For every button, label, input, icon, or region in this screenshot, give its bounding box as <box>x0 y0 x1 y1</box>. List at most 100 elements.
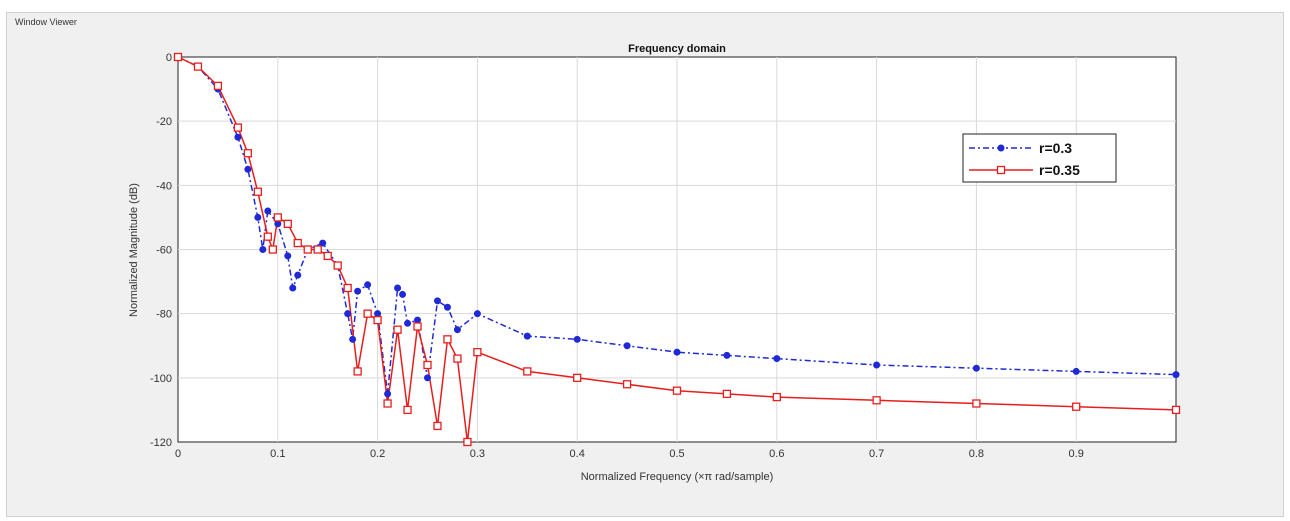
y-tick-label: -100 <box>150 373 172 385</box>
series-markers <box>173 52 1181 447</box>
series-2-point <box>173 52 183 62</box>
series-1-point <box>349 335 357 343</box>
y-tick-label: -20 <box>156 116 172 128</box>
series-2-point <box>433 421 442 431</box>
grid-lines <box>178 57 1176 442</box>
series-2-point <box>403 405 412 415</box>
series-2-point <box>423 360 432 370</box>
series-1-point <box>284 252 292 260</box>
series-1-point <box>873 361 881 369</box>
legend: r=0.3 r=0.35 <box>962 133 1117 183</box>
x-axis-label: Normalized Frequency (×π rad/sample) <box>581 471 774 483</box>
series-1-point <box>1172 371 1180 379</box>
series-2-point <box>413 322 422 331</box>
series-2-point <box>243 149 253 158</box>
series-1-point <box>274 220 282 228</box>
series-1-point <box>424 374 431 382</box>
series-2-point <box>1072 402 1081 411</box>
series-2-point <box>313 245 322 254</box>
x-tick-label: 0.9 <box>1069 448 1084 460</box>
series-2-point <box>373 315 382 325</box>
tick-labels: 0 0.1 0.2 0.3 0.4 0.5 0.6 0.7 0.8 0.9 0 -20 -40 -60 -8… <box>150 52 1084 460</box>
series-1-point <box>244 165 252 173</box>
series-2-point <box>622 380 632 389</box>
series-2-point <box>263 232 272 241</box>
series-2-point <box>473 348 482 357</box>
series-2-point <box>353 367 362 376</box>
series-2-point <box>233 123 243 132</box>
y-tick-label: 0 <box>166 52 172 64</box>
series-2-point <box>443 335 452 344</box>
series-2-point <box>722 389 732 399</box>
legend-box <box>962 133 1117 183</box>
series-2-point <box>303 245 312 254</box>
series-2-point <box>383 399 392 408</box>
series-2-point <box>972 399 981 408</box>
series-1-point <box>623 342 631 350</box>
series-2-point <box>1171 405 1181 415</box>
legend-label-series-2: r=0.35 <box>1039 162 1080 178</box>
x-tick-label: 0.6 <box>769 448 784 460</box>
series-1-point <box>573 335 581 343</box>
series-line-1 <box>177 56 1177 394</box>
x-tick-label: 0 <box>175 448 181 460</box>
series-2-point <box>343 283 352 293</box>
series-1-point <box>289 284 297 292</box>
y-tick-label: -80 <box>156 309 172 321</box>
x-tick-label: 0.5 <box>669 448 684 460</box>
series-1-point <box>414 316 422 324</box>
series-1-point <box>523 332 531 340</box>
series-2-point <box>293 238 302 248</box>
y-axis-label: Normalized Magnitude (dB) <box>128 183 140 317</box>
series-1-point <box>394 284 402 292</box>
series-2-point <box>363 309 372 318</box>
series-2-point <box>463 437 472 447</box>
series-2-point <box>283 219 292 228</box>
series-1-point <box>673 348 681 356</box>
series-1-point <box>473 310 481 318</box>
series-2-point <box>772 392 781 402</box>
legend-marker-series-1 <box>997 144 1005 152</box>
x-tick-label: 0.3 <box>470 448 485 460</box>
series-1-point <box>433 297 441 305</box>
x-tick-label: 0.4 <box>570 448 585 460</box>
legend-marker-series-2 <box>996 165 1006 175</box>
y-tick-label: -60 <box>156 245 172 257</box>
series-1-point <box>399 290 407 298</box>
series-1-point <box>259 246 267 253</box>
series-1-point <box>234 133 242 141</box>
series-1-point <box>294 271 302 279</box>
y-tick-label: -120 <box>150 437 172 449</box>
series-2-point <box>213 81 223 91</box>
series-2-point <box>672 386 682 395</box>
series-1-point <box>453 326 461 334</box>
series-2-point <box>523 367 532 376</box>
x-tick-label: 0.2 <box>370 448 385 460</box>
legend-label-series-1: r=0.3 <box>1039 140 1072 156</box>
chart-title: Frequency domain <box>628 43 726 55</box>
series-1-point <box>443 303 451 311</box>
series-2-point <box>273 213 282 222</box>
series-1-point <box>354 287 362 295</box>
series-2-point <box>453 354 462 363</box>
series-2-point <box>193 62 203 71</box>
series-1-point <box>972 364 980 372</box>
series-1-point <box>404 319 412 327</box>
y-tick-label: -40 <box>156 180 172 192</box>
series-2-point <box>253 187 262 196</box>
series-2-point <box>268 245 277 254</box>
x-tick-label: 0.8 <box>969 448 984 460</box>
series-1-point <box>344 310 352 318</box>
series-1-point <box>384 390 392 398</box>
series-1-point <box>319 239 327 247</box>
x-tick-label: 0.1 <box>270 448 285 460</box>
series-1-point <box>723 351 731 359</box>
series-2-point <box>393 325 402 334</box>
series-1-point <box>264 207 272 215</box>
series-2-point <box>872 396 881 405</box>
series-1-point <box>254 213 262 221</box>
series-2-point <box>573 373 582 382</box>
series-2-point <box>333 261 342 270</box>
series-1-point <box>364 281 372 289</box>
